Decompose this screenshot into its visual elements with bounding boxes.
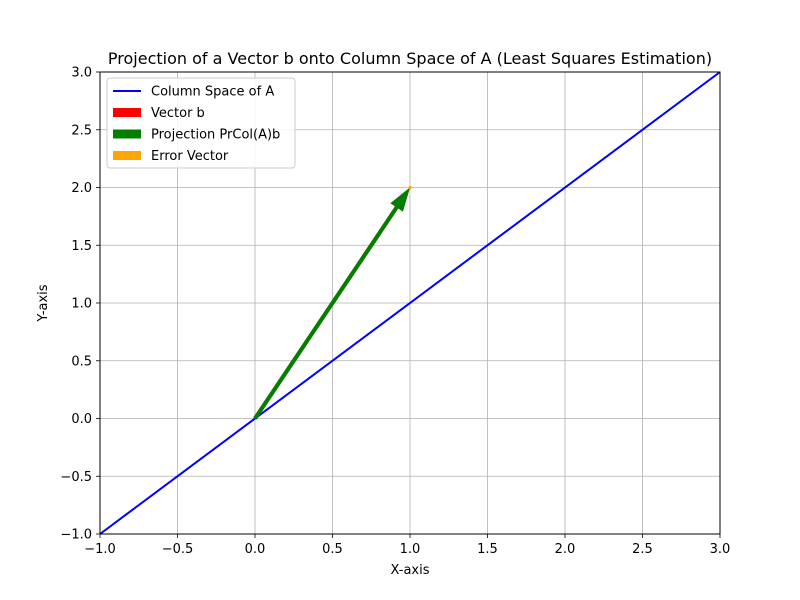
y-tick-label: 3.0: [71, 66, 92, 81]
legend-label: Projection PrCol(A)b: [151, 128, 280, 143]
x-tick-label: 1.5: [477, 542, 498, 557]
error-vector-arrow: [408, 185, 412, 190]
y-tick-label: 1.0: [71, 297, 92, 312]
x-tick-label: 0.5: [322, 542, 343, 557]
legend: Column Space of A Vector b Projection PrCo…: [106, 77, 296, 169]
x-axis-label: X-axis: [391, 563, 430, 578]
y-tick-label: 0.0: [71, 412, 92, 427]
legend-swatch: [113, 129, 141, 139]
y-tick-label: −1.0: [60, 528, 92, 543]
legend-label: Column Space of A: [151, 85, 274, 100]
projection-arrow: [253, 187, 410, 420]
x-tick-label: 1.0: [400, 542, 421, 557]
legend-swatch: [113, 108, 141, 117]
x-tick-label: 2.5: [632, 542, 653, 557]
y-tick-label: 2.5: [71, 123, 92, 138]
x-tick-label: 0.0: [245, 542, 266, 557]
legend-label: Error Vector: [151, 149, 229, 164]
y-tick-label: 0.5: [71, 354, 92, 369]
y-tick-label: 2.0: [71, 181, 92, 196]
column-space-line: [99, 71, 721, 535]
ticks: −1.0 −0.5 0.0 0.5 1.0 1.5 2.0 2.5 3.0 −1.0 −0.5 0.0…: [60, 66, 730, 558]
y-tick-label: −0.5: [60, 470, 92, 485]
x-tick-label: −1.0: [84, 542, 116, 557]
series-layer: [99, 71, 721, 535]
legend-box: [106, 77, 296, 169]
x-tick-label: −0.5: [162, 542, 194, 557]
y-axis-label: Y-axis: [36, 284, 51, 322]
x-tick-label: 3.0: [710, 542, 731, 557]
y-tick-label: 1.5: [71, 239, 92, 254]
legend-label: Vector b: [151, 106, 205, 121]
legend-swatch: [113, 151, 141, 160]
x-tick-label: 2.0: [555, 542, 576, 557]
chart-title: Projection of a Vector b onto Column Spa…: [108, 49, 712, 68]
